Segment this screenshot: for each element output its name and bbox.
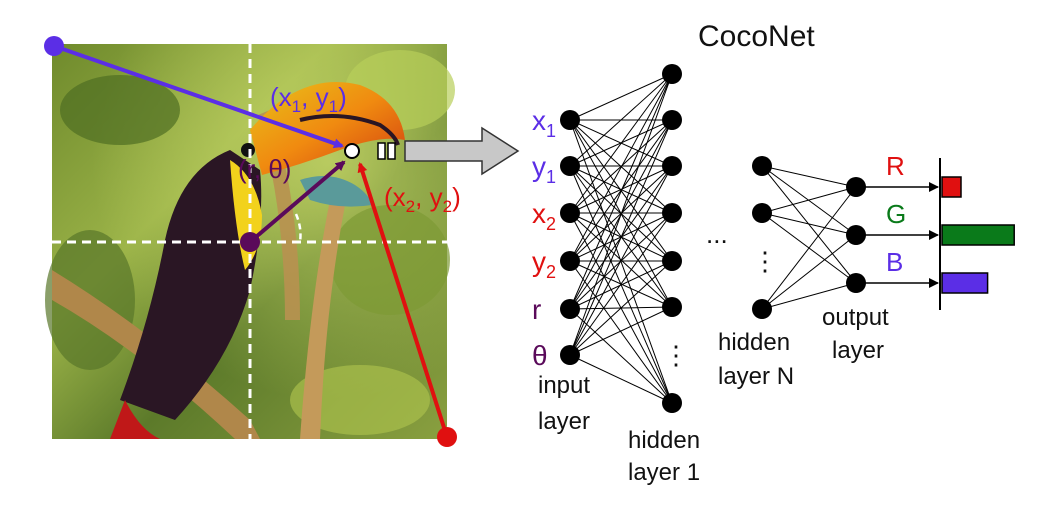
edge — [569, 119, 673, 356]
layers-ellipsis: ... — [706, 219, 728, 249]
hidden1-node — [662, 203, 682, 223]
input-node — [560, 299, 580, 319]
edge — [761, 186, 857, 214]
hidden1-node — [662, 64, 682, 84]
output-bar — [941, 224, 1015, 246]
edge — [569, 165, 673, 214]
input-node — [560, 251, 580, 271]
edge — [569, 308, 673, 404]
input-label: x1 — [532, 105, 556, 141]
edge — [761, 186, 857, 310]
hidden1-node — [662, 156, 682, 176]
output-label: B — [886, 247, 903, 277]
input-labels: x1 y1 x2 y2 rθ — [532, 105, 556, 371]
edge — [569, 73, 673, 121]
edge — [761, 212, 857, 236]
edge — [569, 354, 673, 404]
hiddenN-ellipsis: ⋮ — [752, 246, 778, 276]
output-label: G — [886, 199, 906, 229]
pixel-bar-2 — [387, 142, 396, 160]
network-title: CocoNet — [698, 20, 815, 53]
input-node — [560, 203, 580, 223]
edge — [569, 165, 673, 356]
image-center-marker — [240, 232, 260, 252]
input-label: θ — [532, 340, 548, 371]
hidden1-node — [662, 297, 682, 317]
output-label: R — [886, 151, 905, 181]
edge — [569, 73, 673, 214]
edge — [761, 234, 857, 310]
edge — [569, 306, 673, 356]
edge — [569, 73, 673, 262]
output-bar — [941, 272, 989, 294]
point-x1y1-marker — [44, 36, 64, 56]
hiddenN-node — [752, 299, 772, 319]
hiddenN-node — [752, 203, 772, 223]
hidden1-node — [662, 110, 682, 130]
input-node — [560, 156, 580, 176]
hidden-layer-1-label: hidden layer 1 — [628, 427, 707, 486]
edge — [569, 73, 673, 167]
output-bar — [941, 176, 962, 198]
hidden-layer-n-label: hidden layer N — [718, 329, 797, 390]
input-node — [560, 110, 580, 130]
polar-label: (r, θ) — [238, 154, 291, 184]
hidden1-ellipsis: ⋮ — [663, 340, 689, 370]
hidden1-node — [662, 251, 682, 271]
angle-arc — [294, 213, 302, 243]
hidden1-node — [662, 393, 682, 413]
query-pixel-marker — [344, 143, 360, 159]
pixel-bar-1 — [377, 142, 386, 160]
edge — [569, 73, 673, 310]
edge — [569, 73, 673, 356]
arrow-x2y2 — [357, 162, 449, 438]
point-x2y2-marker — [437, 427, 457, 447]
network-edges — [569, 73, 857, 404]
edge — [761, 282, 857, 310]
output-bars: RGB — [856, 151, 1015, 294]
coord2-label: (x2, y2) — [384, 182, 461, 216]
feed-arrow — [404, 126, 520, 176]
input-label: x2 — [532, 198, 556, 234]
edge — [761, 165, 857, 188]
edge — [569, 212, 673, 356]
edge — [569, 260, 673, 310]
input-layer-label: input layer — [538, 372, 597, 435]
arrow-polar — [248, 160, 346, 244]
edge — [569, 260, 673, 356]
input-node — [560, 345, 580, 365]
output-layer-label: output layer — [822, 304, 895, 364]
coord1-label: (x1, y1) — [270, 82, 347, 116]
input-label: y2 — [532, 246, 556, 282]
arrow-x1y1 — [53, 44, 344, 149]
hiddenN-node — [752, 156, 772, 176]
input-label: r — [532, 294, 541, 325]
input-label: y1 — [532, 151, 556, 187]
